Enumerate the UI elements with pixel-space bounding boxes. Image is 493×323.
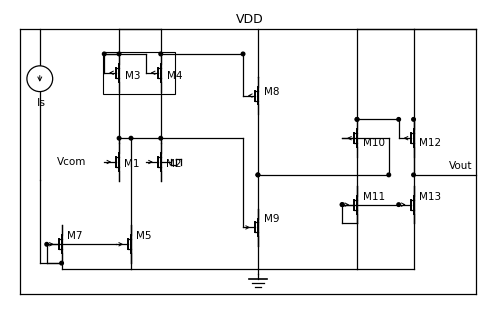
Circle shape	[412, 118, 415, 121]
Circle shape	[129, 136, 133, 140]
Circle shape	[159, 52, 163, 56]
Text: Vcom: Vcom	[57, 157, 86, 167]
Circle shape	[103, 52, 106, 56]
Circle shape	[117, 136, 121, 140]
Text: M13: M13	[420, 192, 442, 202]
Bar	[103, 52, 175, 94]
Text: M1: M1	[124, 159, 140, 169]
Circle shape	[256, 173, 260, 177]
Text: VDD: VDD	[236, 13, 264, 26]
Circle shape	[397, 203, 400, 206]
Text: M9: M9	[264, 214, 280, 224]
Text: M4: M4	[167, 71, 182, 81]
Circle shape	[256, 173, 260, 177]
Text: M8: M8	[264, 87, 280, 97]
Text: M7: M7	[67, 231, 82, 241]
Text: M2: M2	[166, 159, 181, 169]
Text: M10: M10	[363, 138, 385, 148]
Text: Is: Is	[37, 98, 46, 108]
Circle shape	[45, 243, 48, 246]
Circle shape	[340, 203, 344, 206]
Circle shape	[117, 52, 121, 56]
Circle shape	[355, 118, 359, 121]
Text: M11: M11	[363, 192, 385, 202]
Text: M5: M5	[136, 231, 151, 241]
Circle shape	[241, 52, 245, 56]
Circle shape	[412, 173, 415, 177]
Text: M3: M3	[125, 71, 141, 81]
Circle shape	[60, 261, 64, 265]
Text: M12: M12	[420, 138, 442, 148]
Circle shape	[387, 173, 390, 177]
Circle shape	[27, 66, 53, 92]
Circle shape	[397, 118, 400, 121]
Text: Vout: Vout	[449, 161, 472, 171]
Circle shape	[355, 118, 359, 121]
Circle shape	[159, 136, 163, 140]
Circle shape	[340, 203, 344, 206]
